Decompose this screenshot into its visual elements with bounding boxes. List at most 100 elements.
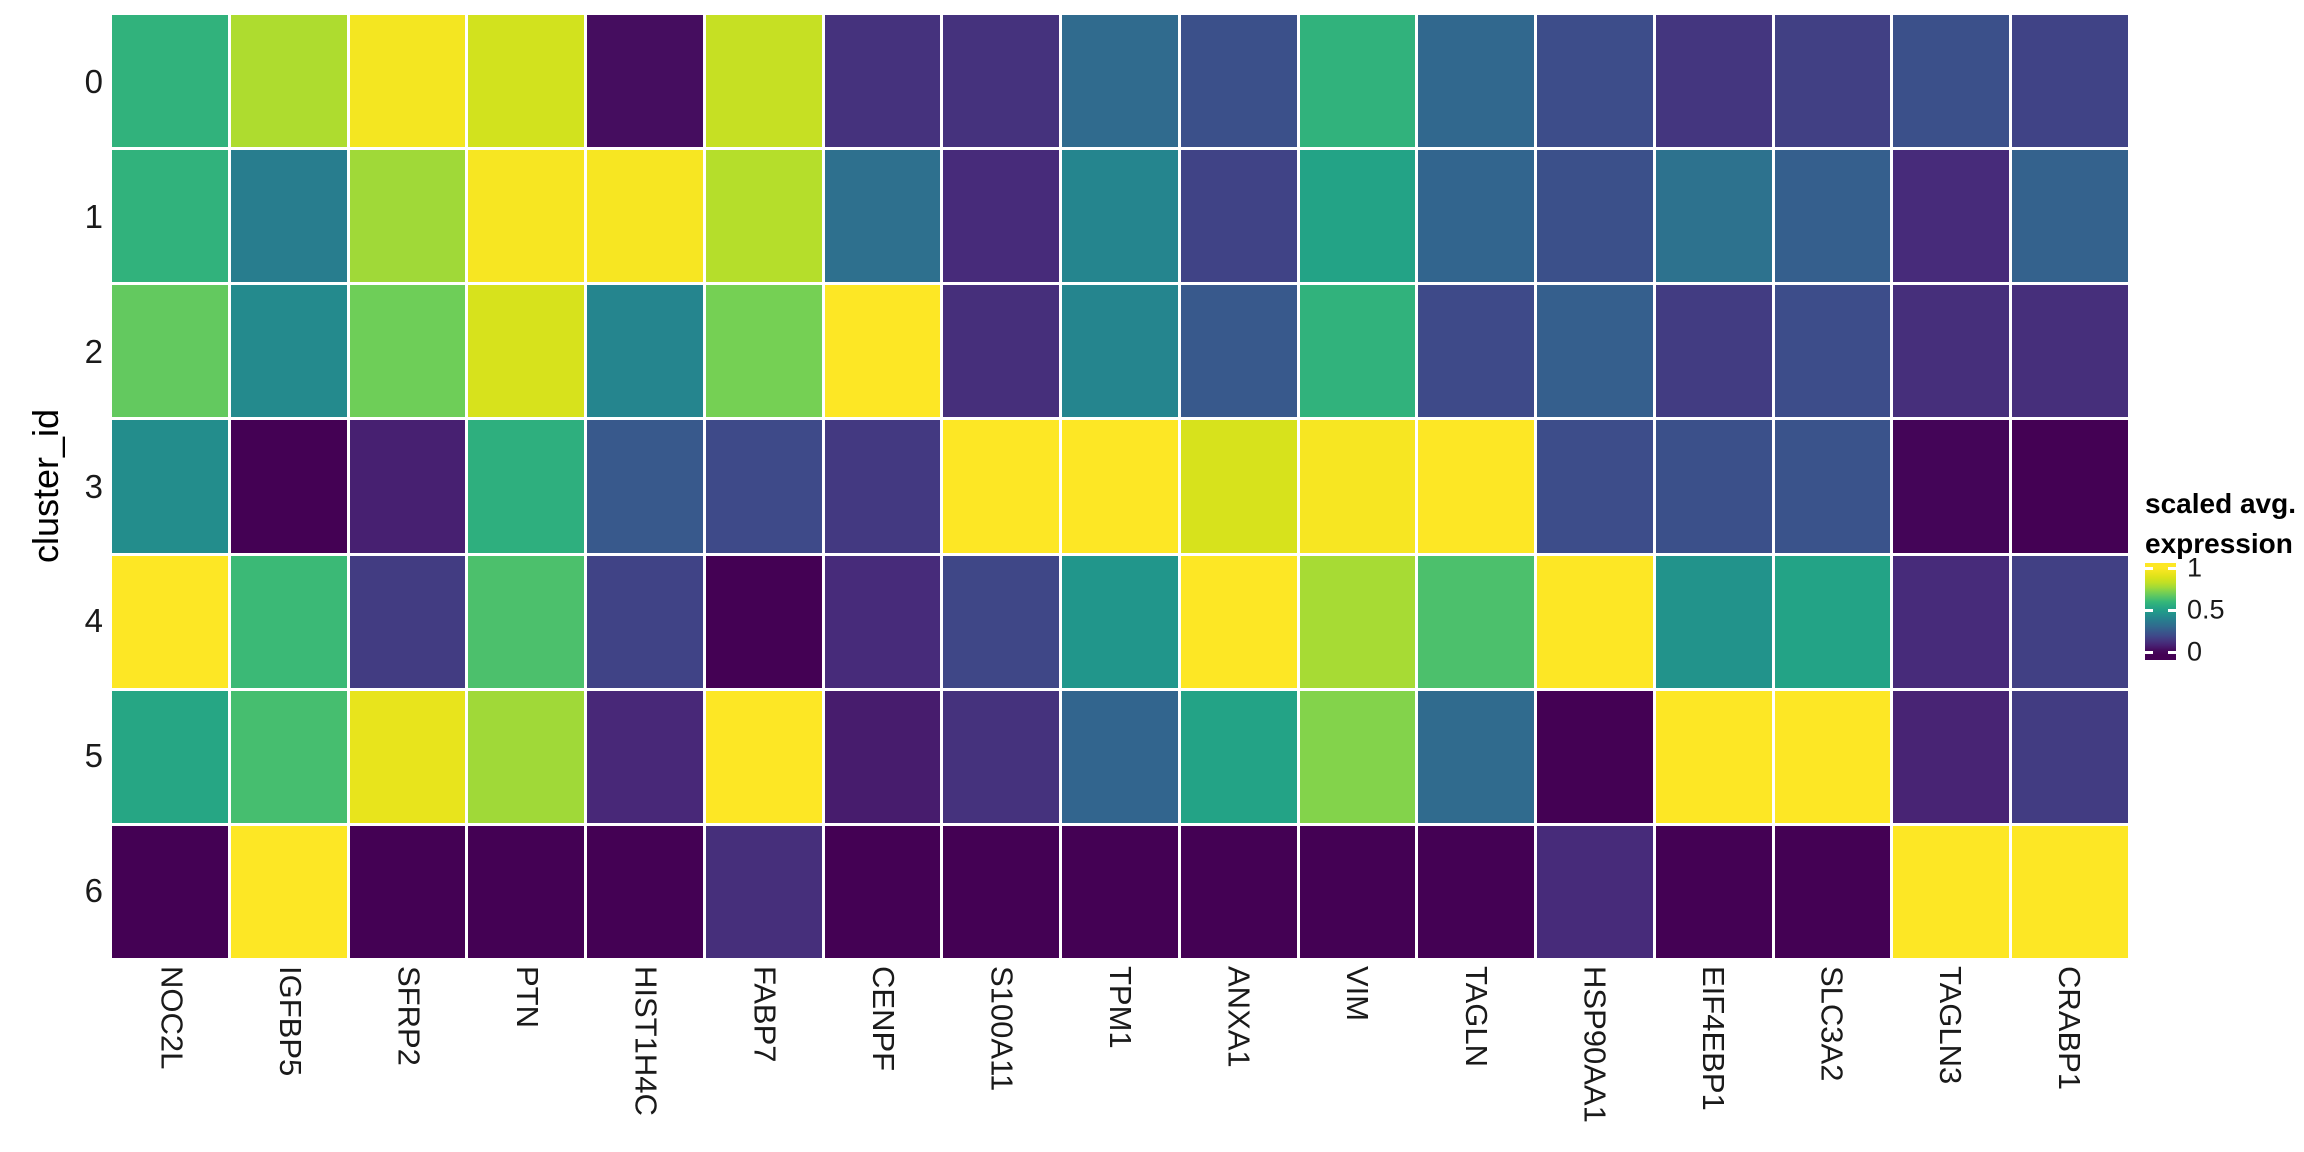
heatmap-cell (468, 150, 585, 283)
heatmap-cell (230, 420, 347, 553)
heatmap-cell (349, 420, 466, 553)
heatmap-cell (705, 15, 822, 148)
heatmap-cell (1418, 690, 1535, 823)
x-tick-label-text: SLC3A2 (1814, 966, 1850, 1082)
heatmap-cell (824, 15, 941, 148)
x-tick-label: ANXA1 (1179, 966, 1298, 1146)
heatmap-cell (587, 420, 703, 553)
heatmap-cell (705, 825, 822, 958)
y-tick-label: 0 (84, 63, 103, 101)
x-tick-label: FABP7 (705, 966, 824, 1146)
heatmap-cell (468, 285, 585, 418)
heatmap-cell (349, 15, 466, 148)
y-tick-label: 2 (84, 332, 103, 370)
heatmap-cell (1655, 15, 1772, 148)
heatmap-cell (1180, 420, 1297, 553)
heatmap-cell (1537, 285, 1653, 418)
heatmap-cell (1893, 555, 2010, 688)
heatmap-cell (1299, 285, 1416, 418)
heatmap-cell (1537, 555, 1653, 688)
heatmap-cell (943, 690, 1060, 823)
heatmap-cell (1180, 15, 1297, 148)
heatmap-cell (1893, 285, 2010, 418)
heatmap-cell (1180, 285, 1297, 418)
heatmap-cell (1774, 285, 1891, 418)
x-tick-label-text: TPM1 (1103, 966, 1139, 1049)
heatmap-cell (1180, 825, 1297, 958)
heatmap-grid (112, 15, 2128, 958)
heatmap-cell (230, 150, 347, 283)
heatmap-cell (1774, 15, 1891, 148)
heatmap-cell (2012, 15, 2128, 148)
heatmap-cell (705, 555, 822, 688)
x-tick-label: VIM (1298, 966, 1417, 1146)
heatmap-cell (943, 555, 1060, 688)
heatmap-cell (824, 825, 941, 958)
heatmap-cell (1537, 420, 1653, 553)
heatmap-cell (1655, 825, 1772, 958)
heatmap-cell (468, 825, 585, 958)
heatmap-cell (1893, 15, 2010, 148)
x-tick-label: TAGLN (1417, 966, 1536, 1146)
heatmap-cell (1418, 555, 1535, 688)
x-tick-label: CRABP1 (2010, 966, 2129, 1146)
heatmap-cell (1299, 15, 1416, 148)
heatmap-cell (230, 690, 347, 823)
heatmap-cell (1655, 150, 1772, 283)
y-tick-label: 6 (84, 871, 103, 909)
x-tick-label-text: SFRP2 (391, 966, 427, 1066)
heatmap-cell (468, 690, 585, 823)
heatmap-cell (1180, 555, 1297, 688)
y-tick-label: 4 (84, 602, 103, 640)
heatmap-cell (349, 150, 466, 283)
heatmap-cell (230, 15, 347, 148)
heatmap-cell (1537, 690, 1653, 823)
legend-tick-mark (2168, 651, 2176, 655)
heatmap-cell (587, 825, 703, 958)
x-tick-label-text: NOC2L (154, 966, 190, 1070)
heatmap-cell (1299, 150, 1416, 283)
x-tick-label: NOC2L (112, 966, 231, 1146)
heatmap-cell (705, 285, 822, 418)
heatmap-cell (1537, 15, 1653, 148)
heatmap-cell (1893, 150, 2010, 283)
heatmap-cell (468, 420, 585, 553)
x-tick-label: PTN (468, 966, 587, 1146)
heatmap-cell (349, 825, 466, 958)
heatmap-cell (1418, 15, 1535, 148)
heatmap-cell (943, 285, 1060, 418)
heatmap-cell (1062, 285, 1178, 418)
heatmap-cell (112, 285, 228, 418)
x-tick-label: EIF4EBP1 (1654, 966, 1773, 1146)
heatmap-cell (943, 15, 1060, 148)
heatmap-cell (1893, 420, 2010, 553)
legend-tick-label: 0.5 (2187, 594, 2225, 625)
heatmap-cell (1418, 150, 1535, 283)
x-tick-label-text: HIST1H4C (628, 966, 664, 1116)
heatmap-cell (2012, 150, 2128, 283)
heatmap-cell (112, 150, 228, 283)
heatmap-cell (587, 150, 703, 283)
heatmap-cell (1893, 690, 2010, 823)
heatmap-cell (1537, 150, 1653, 283)
heatmap-cell (824, 555, 941, 688)
heatmap-cell (349, 555, 466, 688)
heatmap-cell (1299, 690, 1416, 823)
heatmap-cell (230, 285, 347, 418)
heatmap-cell (1774, 555, 1891, 688)
x-tick-label: SLC3A2 (1772, 966, 1891, 1146)
heatmap-cell (230, 555, 347, 688)
y-axis-tick-labels: 0 1 2 3 4 5 6 (0, 15, 103, 958)
heatmap-cell (1774, 420, 1891, 553)
legend-colorbar: 1 0.5 0 (2145, 553, 2225, 667)
heatmap-cell (587, 15, 703, 148)
heatmap-cell (587, 285, 703, 418)
heatmap-cell (468, 555, 585, 688)
heatmap-cell (2012, 555, 2128, 688)
x-tick-label: CENPF (824, 966, 943, 1146)
heatmap-cell (1180, 690, 1297, 823)
x-tick-label-text: IGFBP5 (272, 966, 308, 1077)
x-tick-label: HIST1H4C (586, 966, 705, 1146)
heatmap-cell (705, 420, 822, 553)
heatmap-cell (2012, 420, 2128, 553)
